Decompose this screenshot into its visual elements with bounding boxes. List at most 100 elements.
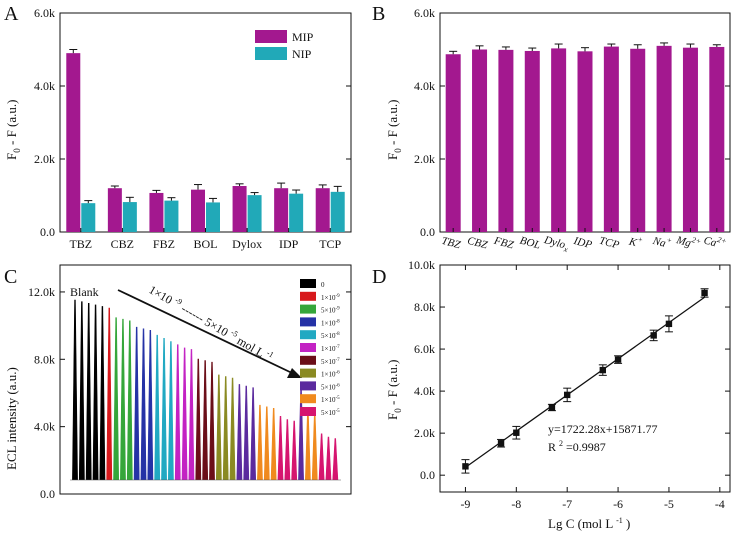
legend-swatch-mip [255, 30, 287, 43]
range-unit: mol L [235, 333, 267, 359]
y-tick-label: 4.0k [34, 420, 55, 434]
range-start: 1×10 [147, 282, 175, 307]
y-tick-label: 4.0k [34, 79, 55, 93]
x-tick-label: -6 [613, 497, 623, 511]
data-point [563, 391, 571, 399]
ecl-peak [318, 433, 325, 481]
ecl-peak [72, 299, 78, 481]
ecl-peak [113, 317, 119, 481]
ecl-peak [215, 374, 222, 481]
panel-d-y-axis-label: F0 - F (a.u.) [385, 360, 403, 420]
panel-c-peaks [70, 299, 341, 481]
ecl-peak [222, 376, 229, 481]
x-tick-label-1: CBZ [466, 235, 489, 252]
panel-b: 0.0 2.0k 4.0k 6.0k TBZ CBZ FBZ BOL Dylox IDP TCP K… [385, 6, 731, 254]
legend-label-6: 5×10-7 [321, 358, 340, 366]
y-tick-label: 2.0k [414, 152, 435, 166]
legend-swatch-2 [300, 304, 316, 314]
x-tick-label-cbz: CBZ [111, 237, 134, 251]
bar-kplus [630, 48, 646, 232]
panel-c-frame [59, 264, 352, 495]
legend-label-base: 5×10 [321, 332, 336, 340]
data-point [548, 404, 556, 411]
panel-d-x-axis-label: Lg C (mol L -1 ) [548, 511, 630, 531]
panel-d-frame [439, 264, 731, 493]
ecl-peak [92, 304, 99, 481]
bar-mip-tbz [66, 53, 81, 233]
y-tick-label: 0.0 [40, 487, 55, 501]
x-tick-label-bol: BOL [194, 237, 218, 251]
bar-idp [577, 51, 593, 233]
legend-label-9: 1×10-5 [321, 396, 340, 404]
legend-label-exp: -8 [335, 319, 340, 324]
ecl-peak [209, 361, 215, 481]
x-tick-label-dylox: Dylox [232, 237, 262, 251]
panel-b-y-axis-label: F0 - F (a.u.) [385, 100, 403, 160]
bar-nip-tbz [81, 203, 96, 232]
y-tick-label: 2.0k [34, 152, 55, 166]
range-end: 5×10 [202, 315, 230, 340]
ecl-peak [99, 306, 106, 481]
ecl-peak [168, 341, 174, 481]
bar-naplus [656, 45, 672, 232]
x-tick-label-base: CBZ [466, 235, 489, 252]
panel-a-frame [59, 12, 352, 233]
legend-label-exp: -5 [335, 409, 340, 414]
bar-nip-cbz [122, 202, 137, 232]
ecl-peak [284, 419, 291, 481]
legend-label-exp: -6 [335, 371, 340, 376]
ecl-peak [332, 438, 339, 481]
x-tick-label: -4 [715, 497, 725, 511]
legend-label-exp: -6 [335, 383, 340, 388]
panel-a: 0.02.0k4.0k6.0k TBZ CBZ FBZ BOL Dylox IDP TCP … [4, 6, 352, 251]
panel-b-x-ticks: TBZ CBZ FBZ BOL Dylox IDP TCP K+ Na+ Mg2+ Ca2+ [440, 228, 728, 254]
ecl-peak [195, 358, 202, 481]
fit-line [465, 296, 705, 468]
panel-b-bars [445, 42, 725, 233]
panel-c-legend: 01×10-95×10-91×10-85×10-81×10-75×10-71×1… [300, 279, 340, 417]
x-tick-label: -7 [562, 497, 572, 511]
ecl-peak [236, 384, 243, 481]
x-tick-label: -8 [511, 497, 521, 511]
x-tick-label-tcp: TCP [319, 237, 341, 251]
bar-mip-tcp [315, 188, 330, 232]
legend-label-base: 5×10 [321, 358, 336, 366]
range-end-exp: -5 [229, 328, 239, 339]
x-tick-label-fbz: FBZ [153, 237, 175, 251]
bar-tcp [603, 46, 619, 232]
bar-fbz [498, 49, 514, 232]
panel-c: 0.0 4.0k 8.0k 12.0k ECL intensity (a.u.) Bl… [4, 264, 352, 501]
legend-label-exp: -7 [335, 358, 340, 363]
bar-cbz [472, 49, 488, 232]
ecl-peak [133, 326, 140, 481]
ecl-peak [174, 344, 181, 481]
y-tick-label: 0.0 [420, 468, 435, 482]
legend-swatch-10 [300, 407, 316, 416]
x-tick-label-sub: x [562, 244, 569, 254]
legend-label-base: 1×10 [321, 345, 336, 353]
ecl-peak [325, 436, 332, 481]
y-tick-label: 6.0k [414, 342, 435, 356]
legend-label-7: 1×10-6 [321, 371, 340, 379]
legend-label-base: 1×10 [321, 294, 336, 302]
legend-label-exp: -9 [335, 294, 340, 299]
legend-label-4: 5×10-8 [321, 332, 340, 340]
data-point [701, 289, 708, 297]
legend-label-mip: MIP [292, 30, 314, 44]
y-tick-label: 0.0 [40, 225, 55, 239]
bar-tbz [445, 54, 461, 233]
panel-a-y-ticks: 0.0 2.0k 4.0k 6.0k [34, 6, 351, 239]
bar-nip-idp [289, 193, 304, 232]
bar-bol [524, 50, 540, 233]
legend-label-base: 1×10 [321, 371, 336, 379]
ecl-peak [78, 301, 85, 481]
data-point [497, 440, 505, 447]
panel-label-a: A [4, 3, 19, 25]
legend-label-0: 0 [321, 281, 325, 289]
panel-label-d: D [372, 266, 386, 288]
y-tick-label: 10.0k [408, 258, 435, 272]
panel-a-bars [66, 49, 345, 233]
ecl-peak [243, 385, 250, 481]
decrease-arrow-line [117, 289, 293, 374]
